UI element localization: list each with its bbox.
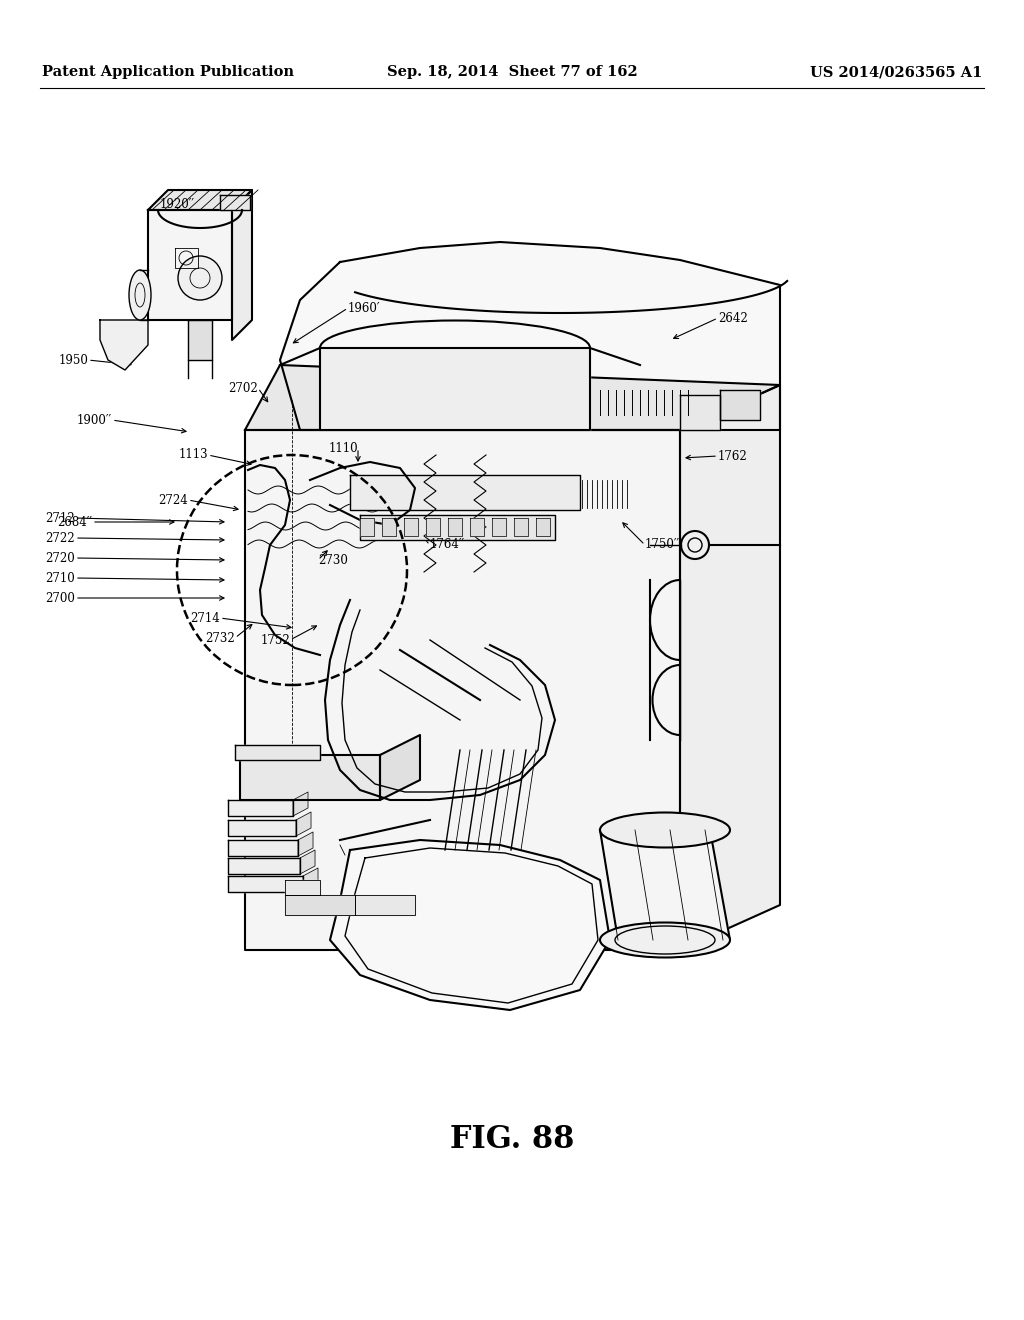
Text: 2722: 2722 [45, 532, 75, 544]
Polygon shape [360, 517, 374, 536]
Polygon shape [285, 895, 355, 915]
Text: 1762: 1762 [718, 450, 748, 462]
Ellipse shape [600, 923, 730, 957]
Polygon shape [404, 517, 418, 536]
Text: 2720: 2720 [45, 552, 75, 565]
Text: US 2014/0263565 A1: US 2014/0263565 A1 [810, 65, 982, 79]
Polygon shape [350, 475, 580, 510]
Text: 2642: 2642 [718, 312, 748, 325]
Polygon shape [228, 800, 293, 816]
Text: 2714: 2714 [190, 611, 220, 624]
Text: 1113: 1113 [178, 449, 208, 462]
Polygon shape [300, 850, 315, 874]
Polygon shape [245, 366, 780, 430]
Polygon shape [298, 832, 313, 855]
Ellipse shape [600, 813, 730, 847]
Polygon shape [319, 348, 590, 430]
Polygon shape [188, 319, 212, 360]
Text: Sep. 18, 2014  Sheet 77 of 162: Sep. 18, 2014 Sheet 77 of 162 [387, 65, 637, 79]
Text: 2710: 2710 [45, 572, 75, 585]
Polygon shape [600, 830, 730, 940]
Text: 1110: 1110 [329, 441, 358, 454]
Polygon shape [492, 517, 506, 536]
Text: 2732: 2732 [205, 631, 234, 644]
Polygon shape [232, 190, 252, 341]
Circle shape [178, 256, 222, 300]
Polygon shape [234, 744, 319, 760]
Polygon shape [303, 869, 318, 892]
Text: 1752: 1752 [260, 634, 290, 647]
Text: 1960′: 1960′ [348, 301, 381, 314]
Polygon shape [228, 820, 296, 836]
Text: 1900′′: 1900′′ [77, 413, 112, 426]
Polygon shape [296, 812, 311, 836]
Polygon shape [382, 517, 396, 536]
Polygon shape [228, 858, 300, 874]
Polygon shape [680, 385, 780, 950]
Ellipse shape [129, 271, 151, 319]
Text: FIG. 88: FIG. 88 [450, 1125, 574, 1155]
Polygon shape [280, 242, 780, 430]
Polygon shape [360, 515, 555, 540]
Polygon shape [228, 840, 298, 855]
Polygon shape [355, 895, 415, 915]
Polygon shape [514, 517, 528, 536]
Polygon shape [293, 792, 308, 816]
Polygon shape [100, 319, 148, 370]
Ellipse shape [681, 531, 709, 558]
Polygon shape [228, 876, 303, 892]
Text: 1920′′: 1920′′ [160, 198, 195, 211]
Text: 1764′′: 1764′′ [430, 539, 465, 552]
Polygon shape [680, 395, 720, 430]
Polygon shape [148, 190, 252, 210]
Polygon shape [220, 195, 250, 210]
Text: 2712: 2712 [45, 511, 75, 524]
Polygon shape [380, 735, 420, 800]
Polygon shape [449, 517, 462, 536]
Polygon shape [470, 517, 484, 536]
Text: 2724: 2724 [159, 494, 188, 507]
Polygon shape [720, 389, 760, 420]
Polygon shape [330, 840, 610, 1010]
Text: 2700: 2700 [45, 591, 75, 605]
Polygon shape [148, 210, 232, 319]
Text: 1750′′: 1750′′ [645, 539, 680, 552]
Text: 2684′′: 2684′′ [57, 516, 92, 528]
Polygon shape [285, 880, 319, 895]
Polygon shape [426, 517, 440, 536]
Text: Patent Application Publication: Patent Application Publication [42, 65, 294, 79]
Text: 2730: 2730 [318, 553, 348, 566]
Text: 2702: 2702 [228, 381, 258, 395]
Polygon shape [245, 430, 680, 950]
Polygon shape [536, 517, 550, 536]
Text: 1950: 1950 [58, 354, 88, 367]
Polygon shape [240, 755, 380, 800]
